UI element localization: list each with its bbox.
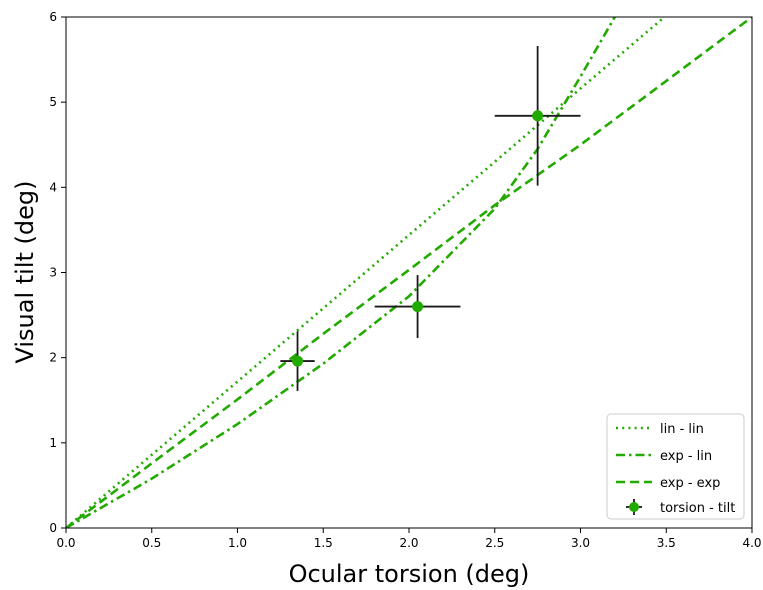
x-axis-title: Ocular torsion (deg) xyxy=(289,560,530,588)
x-tick-label: 3.5 xyxy=(657,536,676,550)
legend-label: torsion - tilt xyxy=(660,501,735,516)
y-axis-title: Visual tilt (deg) xyxy=(11,180,39,363)
legend-item: exp - lin xyxy=(616,449,712,464)
errorbar-point xyxy=(280,331,315,391)
y-tick-label: 0 xyxy=(49,521,57,535)
y-axis: 0 1 2 3 4 5 6 xyxy=(49,10,66,535)
y-tick-label: 1 xyxy=(49,436,57,450)
errorbar-point xyxy=(494,45,581,186)
legend-item: lin - lin xyxy=(616,422,704,437)
y-tick-label: 4 xyxy=(49,180,57,194)
x-tick-label: 1.5 xyxy=(314,536,333,550)
y-tick-label: 5 xyxy=(49,95,57,109)
legend-item: exp - exp xyxy=(616,476,720,491)
data-point-marker xyxy=(412,301,424,313)
legend: lin - lin exp - lin exp - exp torsion - til… xyxy=(606,413,745,520)
legend-label: exp - exp xyxy=(660,476,720,491)
x-tick-label: 2.0 xyxy=(399,536,418,550)
series-line-dotted xyxy=(66,17,666,528)
series-line-dashed xyxy=(66,17,752,528)
x-axis: 0.0 0.5 1.0 1.5 2.0 2.5 3.0 3.5 4.0 xyxy=(56,528,762,550)
y-tick-label: 3 xyxy=(49,266,57,280)
data-point-marker xyxy=(532,110,544,122)
x-tick-label: 4.0 xyxy=(742,536,761,550)
series-layer xyxy=(66,17,752,528)
x-tick-label: 0.0 xyxy=(56,536,75,550)
x-tick-label: 0.5 xyxy=(142,536,161,550)
legend-swatch-marker xyxy=(629,502,639,512)
x-tick-label: 1.0 xyxy=(228,536,247,550)
legend-box xyxy=(606,413,745,520)
y-tick-label: 6 xyxy=(49,10,57,24)
x-tick-label: 2.5 xyxy=(485,536,504,550)
errorbar-point xyxy=(374,275,461,339)
errorbar-layer xyxy=(280,45,581,391)
y-tick-label: 2 xyxy=(49,351,57,365)
x-tick-label: 3.0 xyxy=(571,536,590,550)
legend-label: lin - lin xyxy=(660,422,704,437)
series-line-dashdot xyxy=(66,17,616,528)
legend-item: torsion - tilt xyxy=(626,499,735,516)
legend-label: exp - lin xyxy=(660,449,712,464)
data-point-marker xyxy=(292,355,304,367)
